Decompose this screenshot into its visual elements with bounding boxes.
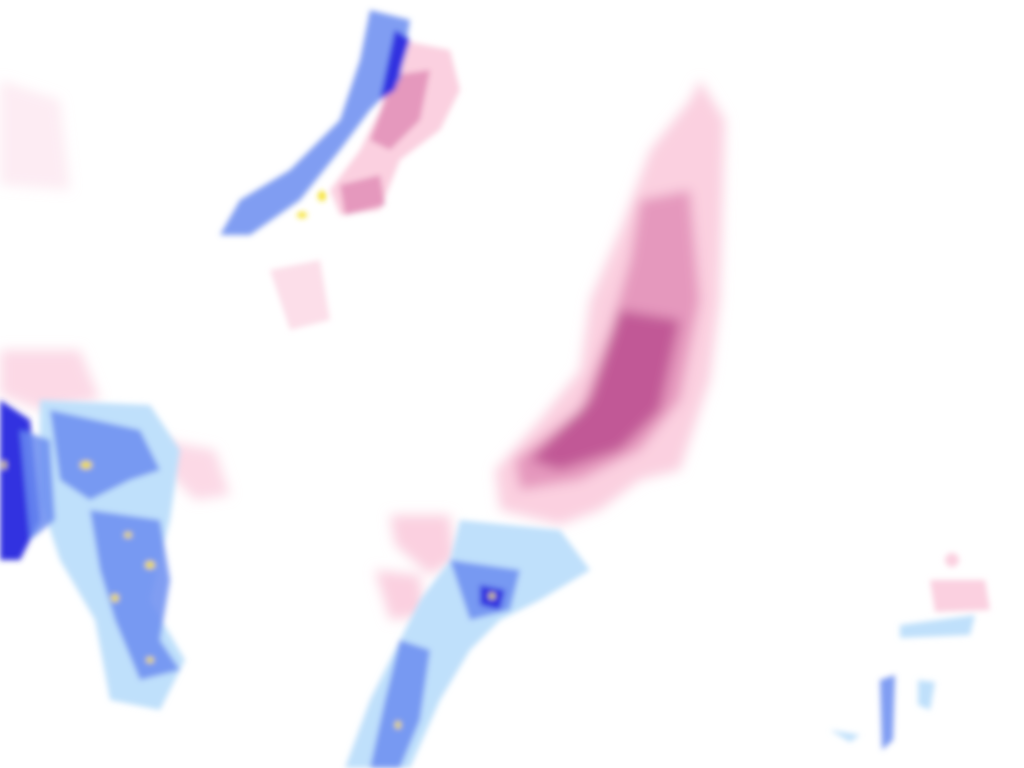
southern-rain-band xyxy=(345,520,590,768)
snow-light-cell xyxy=(930,580,990,612)
rain-extreme-cell xyxy=(2,461,6,469)
rain-extreme-cell xyxy=(145,561,155,569)
rain-moderate-cell xyxy=(880,675,895,750)
rain-moderate-cell xyxy=(370,640,430,768)
rain-extreme-cell xyxy=(80,461,92,469)
rain-extreme-cell xyxy=(297,212,307,218)
snow-moderate-cell xyxy=(370,70,430,150)
rain-extreme-cell xyxy=(111,594,119,602)
rain-moderate-cell xyxy=(20,430,55,540)
snow-light-cell xyxy=(945,553,959,567)
snow-light-cell xyxy=(375,570,425,620)
snow-moderate-cell xyxy=(340,175,385,215)
rain-extreme-cell xyxy=(146,657,154,663)
rain-light-cell xyxy=(900,615,975,638)
western-rain-cluster xyxy=(0,400,185,710)
rain-extreme-cell xyxy=(395,721,401,729)
rain-extreme-cell xyxy=(318,191,326,201)
rain-moderate-cell xyxy=(50,410,160,500)
snow-light-cell xyxy=(0,80,70,190)
snow-light-cell xyxy=(390,515,455,575)
southeast-patch xyxy=(830,553,990,750)
northern-band xyxy=(220,10,460,330)
rain-light-cell xyxy=(918,680,935,710)
rain-moderate-cell xyxy=(220,10,410,235)
rain-extreme-cell xyxy=(489,593,495,599)
rain-moderate-cell xyxy=(90,510,180,680)
snow-light-cell xyxy=(270,260,330,330)
snow-heavy-cell xyxy=(530,310,680,470)
rain-heavy-cell xyxy=(380,30,410,100)
rain-light-cell xyxy=(830,730,860,742)
snow-light-cell xyxy=(0,350,100,410)
rain-extreme-cell xyxy=(124,532,132,538)
